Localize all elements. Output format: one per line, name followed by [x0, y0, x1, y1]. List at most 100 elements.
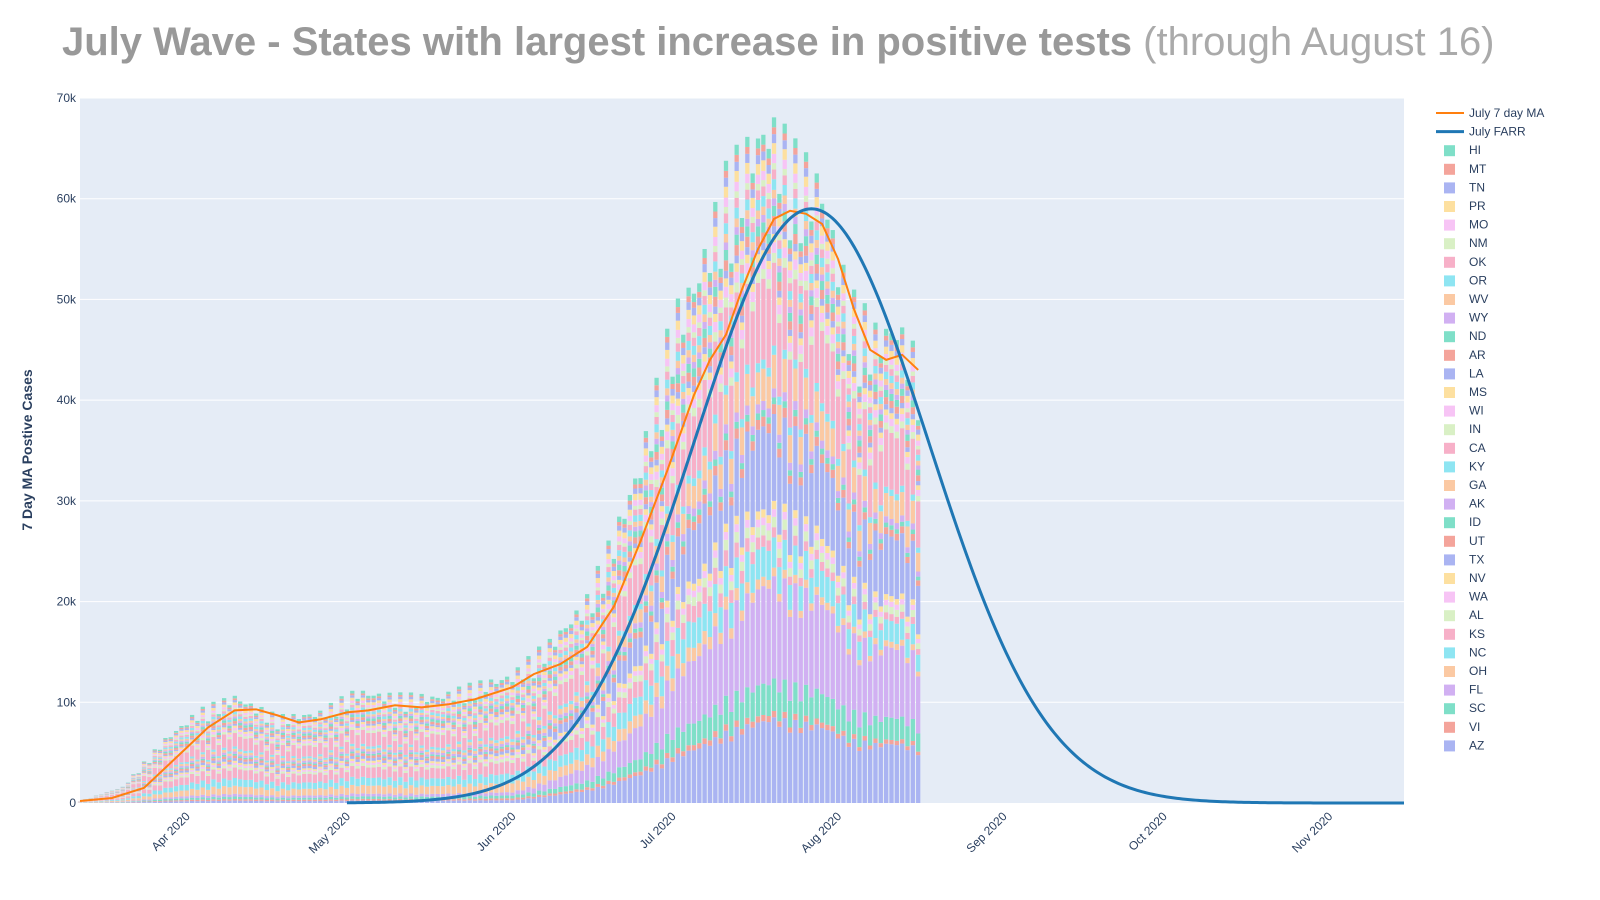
bar-segment-ms [259, 733, 264, 736]
bar-segment-al [344, 769, 350, 773]
bar-segment-fl [697, 656, 702, 721]
bar-segment-az [803, 721, 809, 803]
bar-segment-tx [157, 780, 163, 783]
bar-segment-ms [168, 755, 173, 757]
bar-segment-ms [825, 318, 830, 326]
bar-segment-nd [248, 724, 253, 727]
bar-segment-ca [318, 742, 323, 755]
bar-segment-ak [254, 760, 259, 763]
bar-segment-ut [264, 767, 269, 770]
bar-segment-in [718, 383, 723, 392]
bar-segment-or [851, 335, 857, 344]
bar-segment-nd [755, 226, 761, 237]
bar-segment-az [179, 801, 184, 803]
bar-segment-wv [873, 373, 878, 380]
bar-segment-in [590, 664, 595, 669]
bar-segment-ut [318, 762, 323, 765]
bar-segment-ks [275, 778, 280, 786]
bar-segment-ca [451, 736, 456, 750]
bar-segment-az [526, 798, 531, 803]
bar-segment-ar [179, 744, 184, 747]
bar-segment-id [675, 522, 681, 528]
bar-segment-ok [419, 707, 424, 711]
bar-segment-wa [873, 597, 878, 603]
bar-segment-ms [339, 725, 344, 729]
bar-segment-wv [819, 267, 825, 275]
bar-segment-al [814, 540, 819, 550]
bar-segment-wy [408, 713, 414, 716]
bar-segment-tx [334, 766, 339, 770]
bar-segment-wy [718, 337, 723, 344]
bar-segment-ak [723, 424, 729, 434]
bar-segment-al [189, 771, 195, 774]
bar-segment-vi [846, 742, 851, 747]
bar-segment-ak [312, 761, 318, 764]
bar-segment-fl [403, 795, 408, 798]
bar-segment-ks [382, 769, 387, 780]
bar-segment-ak [830, 456, 835, 465]
bar-segment-ak [499, 743, 504, 747]
bar-segment-ms [270, 737, 275, 739]
bar-segment-or [216, 727, 221, 730]
bar-segment-in [611, 622, 617, 627]
bar-segment-wa [376, 762, 382, 765]
bar-segment-vi [291, 799, 296, 801]
bar-segment-nv [360, 758, 366, 762]
bar-segment-or [435, 713, 440, 717]
bar-segment-ak [387, 750, 392, 753]
bar-segment-nv [467, 755, 472, 759]
bar-segment-ga [723, 394, 729, 425]
bar-segment-mt [825, 228, 830, 234]
bar-segment-in [147, 775, 152, 777]
bar-segment-id [729, 491, 734, 498]
bar-segment-la [398, 721, 403, 724]
bar-segment-wi [371, 727, 376, 731]
bar-segment-tn [456, 691, 462, 694]
bar-segment-ca [563, 681, 568, 704]
bar-segment-ms [819, 305, 825, 313]
bar-segment-mo [649, 474, 654, 480]
bar-segment-wa [617, 687, 622, 692]
bar-segment-pr [686, 309, 691, 320]
bar-segment-pr [803, 176, 809, 187]
bar-segment-ca [488, 722, 494, 738]
bar-segment-sc [547, 788, 552, 794]
bar-segment-al [334, 772, 339, 775]
bar-segment-al [691, 597, 697, 606]
bar-segment-al [179, 775, 184, 778]
bar-segment-sc [627, 763, 633, 775]
bar-segment-ut [574, 708, 579, 713]
bar-segment-fl [478, 792, 483, 796]
bar-segment-mo [686, 319, 691, 328]
bar-segment-oh [376, 785, 382, 794]
bar-segment-tn [691, 307, 697, 316]
bar-segment-mt [216, 716, 221, 718]
bar-segment-la [157, 763, 163, 765]
bar-segment-ca [173, 756, 179, 766]
bar-segment-oh [723, 596, 729, 610]
bar-segment-wi [435, 729, 440, 732]
bar-segment-ut [462, 758, 467, 762]
bar-segment-ar [131, 780, 136, 782]
bar-segment-or [862, 348, 867, 357]
bar-segment-pr [136, 774, 141, 776]
bar-segment-hi [307, 714, 312, 717]
bar-segment-nc [798, 586, 803, 611]
bar-segment-ks [782, 529, 787, 540]
bar-segment-nv [803, 516, 809, 525]
bar-segment-wy [697, 352, 702, 359]
bar-segment-mo [558, 643, 563, 648]
bar-segment-tn [205, 724, 211, 727]
bar-segment-ky [355, 748, 360, 751]
bar-segment-ar [654, 451, 659, 460]
bar-segment-ky [665, 506, 670, 514]
bar-segment-ms [462, 731, 467, 734]
bar-segment-wy [462, 722, 467, 725]
bar-segment-az [531, 798, 536, 803]
bar-segment-hi [819, 203, 825, 213]
bar-segment-ak [569, 710, 574, 714]
bar-segment-al [440, 765, 446, 769]
bar-segment-ks [408, 766, 414, 778]
bar-segment-wy [323, 734, 328, 736]
bar-segment-wv [392, 724, 398, 727]
